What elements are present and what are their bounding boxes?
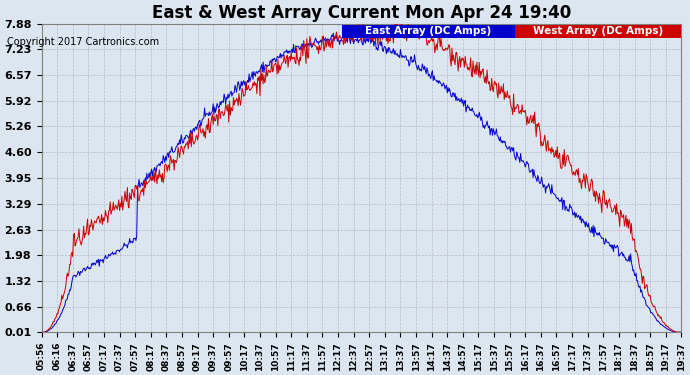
Title: East & West Array Current Mon Apr 24 19:40: East & West Array Current Mon Apr 24 19:… — [152, 4, 571, 22]
Text: East Array (DC Amps): East Array (DC Amps) — [366, 26, 492, 36]
Text: West Array (DC Amps): West Array (DC Amps) — [533, 26, 663, 36]
Text: Copyright 2017 Cartronics.com: Copyright 2017 Cartronics.com — [7, 37, 159, 47]
FancyBboxPatch shape — [342, 25, 515, 38]
FancyBboxPatch shape — [515, 25, 681, 38]
